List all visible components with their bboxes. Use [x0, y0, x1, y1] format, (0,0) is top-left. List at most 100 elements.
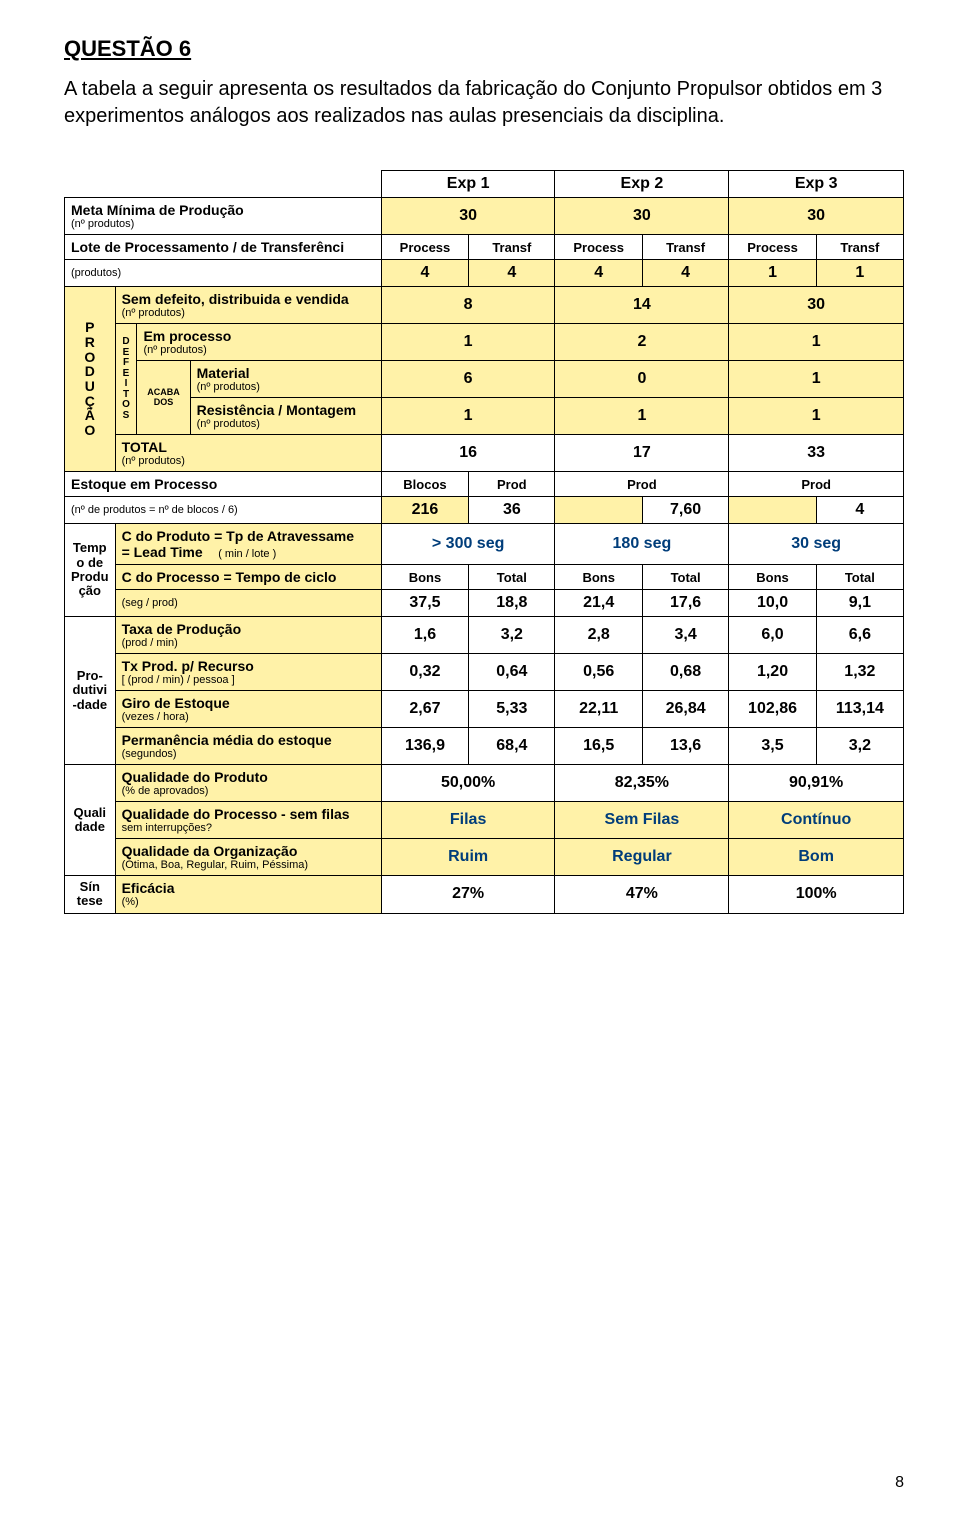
meta-min-v1: 30 — [381, 198, 555, 235]
cprocesso-sub: (seg / prod) — [115, 590, 381, 617]
txrec-c2: 0,64 — [469, 654, 555, 691]
giro-c5: 102,86 — [729, 691, 816, 728]
row-sem-defeito: PRODUÇÃO Sem defeito, distribuida e vend… — [65, 287, 904, 324]
lote-sub: (produtos) — [65, 260, 382, 287]
taxa-c5: 6,0 — [729, 617, 816, 654]
sem-def-v2: 14 — [555, 287, 729, 324]
giro-c3: 22,11 — [555, 691, 642, 728]
estoque-c1: 216 — [381, 497, 468, 524]
efic-v2: 47% — [555, 876, 729, 914]
row-eficacia: Sín tese Eficácia (%) 27% 47% 100% — [65, 876, 904, 914]
lote-t1h: Transf — [469, 235, 555, 260]
total-v3: 33 — [729, 435, 904, 472]
estoque-blocos: Blocos — [381, 472, 468, 497]
material-label: Material (nº produtos) — [190, 361, 381, 398]
lote-p1h: Process — [381, 235, 468, 260]
acabados-label: ACABA DOS — [137, 361, 190, 435]
question-title: QUESTÃO 6 — [64, 36, 904, 62]
giro-label: Giro de Estoque (vezes / hora) — [115, 691, 381, 728]
lote-label: Lote de Processamento / de Transferênci — [65, 235, 382, 260]
page: QUESTÃO 6 A tabela a seguir apresenta os… — [0, 0, 960, 1520]
giro-c1: 2,67 — [381, 691, 468, 728]
txrec-label: Tx Prod. p/ Recurso [ (prod / min) / pes… — [115, 654, 381, 691]
lote-t2h: Transf — [642, 235, 728, 260]
lote-t3h: Transf — [816, 235, 903, 260]
row-lote-vals: (produtos) 4 4 4 4 1 1 — [65, 260, 904, 287]
txrec-c4: 0,68 — [642, 654, 728, 691]
perm-c6: 3,2 — [816, 728, 903, 765]
lote-t3: 1 — [816, 260, 903, 287]
row-cprod: Temp o de Produ ção C do Produto = Tp de… — [65, 524, 904, 565]
cp-b1: 37,5 — [381, 590, 468, 617]
row-giro: Giro de Estoque (vezes / hora) 2,67 5,33… — [65, 691, 904, 728]
resist-v2: 1 — [555, 398, 729, 435]
cprocesso-label: C do Processo = Tempo de ciclo — [115, 565, 381, 590]
row-estoque-hdr: Estoque em Processo Blocos Prod Prod Pro… — [65, 472, 904, 497]
estoque-c4: 7,60 — [642, 497, 728, 524]
perm-c5: 3,5 — [729, 728, 816, 765]
giro-c6: 113,14 — [816, 691, 903, 728]
row-qprod: Quali dade Qualidade do Produto (% de ap… — [65, 765, 904, 802]
meta-min-label: Meta Mínima de Produção (nº produtos) — [65, 198, 382, 235]
defeitos-vlabel: DEFEITOS — [115, 324, 137, 435]
estoque-c2: 36 — [469, 497, 555, 524]
taxa-c2: 3,2 — [469, 617, 555, 654]
lote-t1: 4 — [469, 260, 555, 287]
perm-c2: 68,4 — [469, 728, 555, 765]
txrec-c1: 0,32 — [381, 654, 468, 691]
row-cprocesso-hdr: C do Processo = Tempo de ciclo Bons Tota… — [65, 565, 904, 590]
giro-c4: 26,84 — [642, 691, 728, 728]
efic-v1: 27% — [381, 876, 555, 914]
material-v1: 6 — [381, 361, 555, 398]
row-qorg: Qualidade da Organização (Ótima, Boa, Re… — [65, 839, 904, 876]
row-resistencia: Resistência / Montagem (nº produtos) 1 1… — [65, 398, 904, 435]
sem-def-v1: 8 — [381, 287, 555, 324]
row-exp-header: Exp 1 Exp 2 Exp 3 — [65, 171, 904, 198]
qprod-label: Qualidade do Produto (% de aprovados) — [115, 765, 381, 802]
row-em-processo: DEFEITOS Em processo (nº produtos) 1 2 1 — [65, 324, 904, 361]
perm-c1: 136,9 — [381, 728, 468, 765]
qorg-label: Qualidade da Organização (Ótima, Boa, Re… — [115, 839, 381, 876]
sintese-side: Sín tese — [65, 876, 116, 914]
em-proc-v3: 1 — [729, 324, 904, 361]
row-txrec: Tx Prod. p/ Recurso [ (prod / min) / pes… — [65, 654, 904, 691]
qorg-v2: Regular — [555, 839, 729, 876]
produtiv-side: Pro- dutivi -dade — [65, 617, 116, 765]
cprod-v3: 30 seg — [729, 524, 904, 565]
row-total: TOTAL (nº produtos) 16 17 33 — [65, 435, 904, 472]
qproc-label: Qualidade do Processo - sem filas sem in… — [115, 802, 381, 839]
material-v3: 1 — [729, 361, 904, 398]
qorg-v3: Bom — [729, 839, 904, 876]
intro-text: A tabela a seguir apresenta os resultado… — [64, 76, 904, 130]
efic-v3: 100% — [729, 876, 904, 914]
total-label: TOTAL (nº produtos) — [115, 435, 381, 472]
exp2-header: Exp 2 — [555, 171, 729, 198]
resist-v3: 1 — [729, 398, 904, 435]
estoque-sub: (nº de produtos = nº de blocos / 6) — [65, 497, 382, 524]
cprocesso-t2h: Total — [642, 565, 728, 590]
material-v2: 0 — [555, 361, 729, 398]
lote-p2: 4 — [555, 260, 642, 287]
total-v1: 16 — [381, 435, 555, 472]
sem-def-v3: 30 — [729, 287, 904, 324]
qproc-v1: Filas — [381, 802, 555, 839]
row-meta-min: Meta Mínima de Produção (nº produtos) 30… — [65, 198, 904, 235]
exp1-header: Exp 1 — [381, 171, 555, 198]
total-v2: 17 — [555, 435, 729, 472]
taxa-c4: 3,4 — [642, 617, 728, 654]
exp3-header: Exp 3 — [729, 171, 904, 198]
cprocesso-t1h: Total — [469, 565, 555, 590]
cp-b2: 21,4 — [555, 590, 642, 617]
qprod-v3: 90,91% — [729, 765, 904, 802]
qproc-v2: Sem Filas — [555, 802, 729, 839]
cprocesso-b2h: Bons — [555, 565, 642, 590]
taxa-label: Taxa de Produção (prod / min) — [115, 617, 381, 654]
cprod-label: C do Produto = Tp de Atravessame = Lead … — [115, 524, 381, 565]
estoque-prod3: Prod — [729, 472, 904, 497]
row-lote-hdr: Lote de Processamento / de Transferênci … — [65, 235, 904, 260]
cprod-v2: 180 seg — [555, 524, 729, 565]
txrec-c5: 1,20 — [729, 654, 816, 691]
cprocesso-b1h: Bons — [381, 565, 468, 590]
taxa-c3: 2,8 — [555, 617, 642, 654]
giro-c2: 5,33 — [469, 691, 555, 728]
